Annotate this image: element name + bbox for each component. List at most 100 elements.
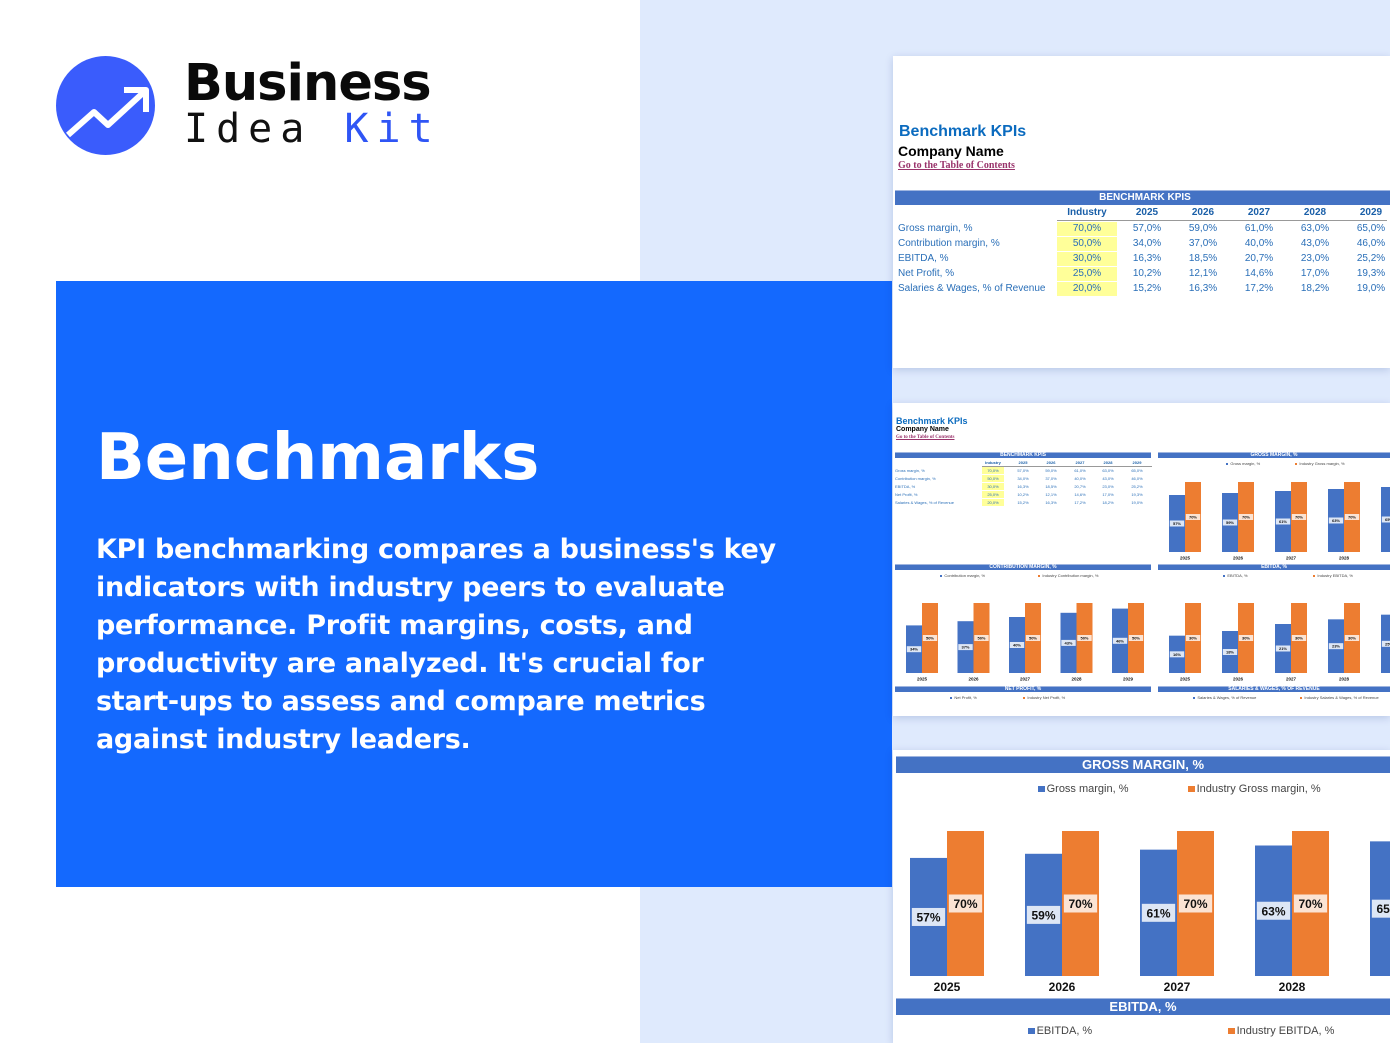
sheet-title: Benchmark KPIs xyxy=(899,123,1027,140)
data-label-box xyxy=(1381,640,1390,647)
legend-label: Contribution margin, % xyxy=(944,573,986,578)
row-label: Gross margin, % xyxy=(898,223,973,234)
year-value: 18,2% xyxy=(1300,283,1330,294)
data-label-box xyxy=(1371,899,1390,918)
table-header-bar: BENCHMARK KPIS xyxy=(895,452,1151,458)
data-label-box xyxy=(1178,894,1213,913)
year-value: 16,3% xyxy=(1017,484,1029,489)
toc-link[interactable]: Go to the Table of Contents xyxy=(896,435,955,440)
data-label-box xyxy=(911,907,946,926)
legend-item: Contribution margin, % xyxy=(940,573,985,578)
legend-swatch xyxy=(950,696,953,700)
logo: Business Idea Kit xyxy=(56,54,456,156)
chart: GROSS MARGIN, % Gross margin, % Industry G… xyxy=(1158,452,1390,562)
data-label-box xyxy=(1275,645,1291,652)
legend-item: Industry Gross margin, % xyxy=(1295,461,1345,466)
year-value: 43,0% xyxy=(1102,476,1114,481)
chart: GROSS MARGIN, % Gross margin, % Industry G… xyxy=(896,756,1390,996)
data-label: 57% xyxy=(1173,521,1181,526)
data-label-box xyxy=(1328,643,1344,650)
year-value: 19,0% xyxy=(1356,283,1386,294)
year-value: 17,0% xyxy=(1102,492,1114,497)
data-label: 57% xyxy=(916,910,940,924)
year-value: 14,6% xyxy=(1244,268,1274,279)
toc-link[interactable]: Go to the Table of Contents xyxy=(898,160,1015,171)
data-label: 50% xyxy=(926,636,934,641)
column-header: 2027 xyxy=(1075,460,1085,465)
year-value: 19,3% xyxy=(1356,268,1386,279)
data-label: 50% xyxy=(977,636,985,641)
industry-value: 70,0% xyxy=(1057,222,1117,236)
year-value: 59,0% xyxy=(1045,468,1057,473)
chart-plot: 34% 50% 2025 37% 50% 2026 40% 50% 2027 43% 50% 2028… xyxy=(906,603,1144,682)
industry-value: 50,0% xyxy=(1057,237,1117,251)
column-header: 2028 xyxy=(1103,460,1113,465)
chart-title: GROSS MARGIN, % xyxy=(1158,452,1390,458)
year-value: 65,0% xyxy=(1131,468,1143,473)
data-label: 70% xyxy=(1295,515,1303,520)
chart-title: SALARIES & WAGES, % OF REVENUE xyxy=(1158,686,1390,692)
row-label: Salaries & Wages, % of Revenue xyxy=(895,500,954,505)
year-value: 59,0% xyxy=(1188,223,1218,234)
chart-title: NET PROFIT, % xyxy=(895,686,1151,692)
year-label: 2025 xyxy=(934,980,961,994)
year-value: 19,3% xyxy=(1131,492,1143,497)
year-value: 16,3% xyxy=(1132,253,1162,264)
year-value: 65,0% xyxy=(1356,223,1386,234)
row-label: EBITDA, % xyxy=(895,484,916,489)
legend-label: Industry EBITDA, % xyxy=(1236,1025,1335,1037)
data-label-box xyxy=(1291,514,1307,520)
data-label: 25% xyxy=(1385,641,1390,646)
data-label: 40% xyxy=(1013,643,1021,648)
data-label: 37% xyxy=(961,645,969,650)
legend-label: Industry Contribution margin, % xyxy=(1042,573,1099,578)
legend-swatch xyxy=(940,574,943,578)
legend-label: Industry Gross margin, % xyxy=(1196,783,1321,795)
legend-label: Industry Salaries & Wages, % of Revenue xyxy=(1304,695,1379,700)
data-label-box xyxy=(1112,637,1128,644)
year-label: 2026 xyxy=(1233,556,1244,561)
column-header: 2029 xyxy=(1359,207,1383,218)
year-label: 2028 xyxy=(1339,556,1350,561)
data-label-box xyxy=(1026,905,1061,924)
legend-swatch xyxy=(1038,574,1041,578)
data-label-box xyxy=(1238,635,1254,641)
year-value: 61,0% xyxy=(1074,468,1086,473)
data-label: 34% xyxy=(910,647,918,652)
logo-idea: Idea xyxy=(184,106,313,152)
column-header: 2026 xyxy=(1046,460,1056,465)
year-value: 34,0% xyxy=(1017,476,1029,481)
data-label-box xyxy=(948,894,983,913)
legend-item: Industry Contribution margin, % xyxy=(1038,573,1098,578)
data-label-box xyxy=(906,646,922,653)
data-label-box xyxy=(1169,651,1185,658)
year-value: 40,0% xyxy=(1244,238,1274,249)
year-value: 34,0% xyxy=(1132,238,1162,249)
legend-label: Salaries & Wages, % of Revenue xyxy=(1197,695,1257,700)
legend-item: Industry Salaries & Wages, % of Revenue xyxy=(1300,695,1379,700)
industry-value: 50,0% xyxy=(982,475,1004,482)
legend-swatch xyxy=(1295,462,1298,466)
data-label-box xyxy=(1328,517,1344,524)
year-value: 23,0% xyxy=(1300,253,1330,264)
data-label-box xyxy=(1344,514,1360,520)
chart-plot: 57% 70% 2025 59% 70% 2026 61% 70% 2027 63% 70% 2028… xyxy=(910,831,1390,994)
chart: CONTRIBUTION MARGIN, % Contribution margi… xyxy=(895,564,1151,684)
data-label: 70% xyxy=(1348,515,1356,520)
column-header: 2026 xyxy=(1191,207,1215,218)
row-label: Contribution margin, % xyxy=(898,238,1000,249)
year-value: 10,2% xyxy=(1017,492,1029,497)
data-label: 63% xyxy=(1332,518,1340,523)
year-value: 37,0% xyxy=(1045,476,1057,481)
legend-label: Net Profit, % xyxy=(954,695,977,700)
data-label-box xyxy=(1238,514,1254,520)
row-label: Net Profit, % xyxy=(895,492,918,497)
industry-value: 30,0% xyxy=(982,483,1004,490)
dashboard-screenshot: Benchmark KPIs Company Name Go to the Ta… xyxy=(893,403,1390,716)
year-value: 37,0% xyxy=(1188,238,1218,249)
data-label-box xyxy=(1063,894,1098,913)
year-value: 12,1% xyxy=(1045,492,1057,497)
year-label: 2025 xyxy=(1180,677,1191,682)
year-label: 2027 xyxy=(1286,677,1297,682)
year-value: 20,7% xyxy=(1244,253,1274,264)
